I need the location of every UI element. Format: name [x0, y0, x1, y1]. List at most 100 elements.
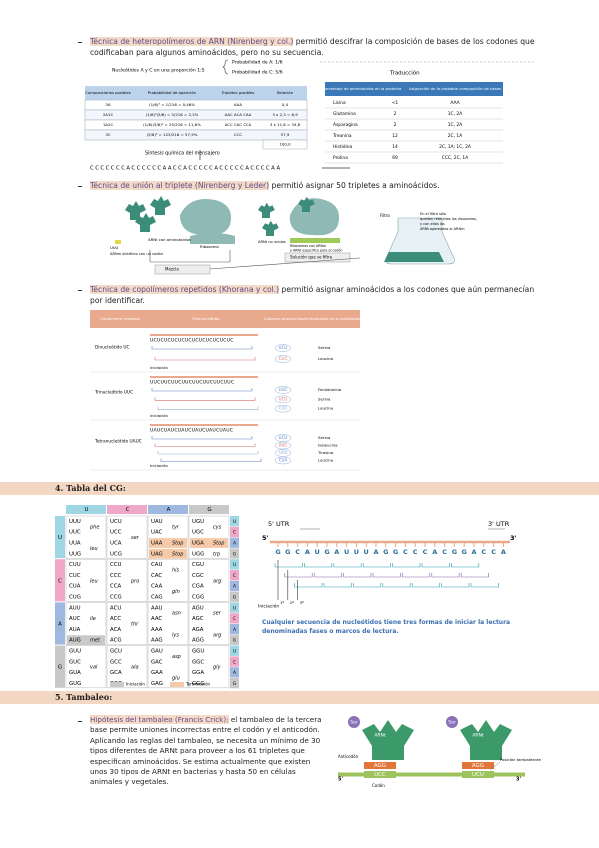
- codon: GCC: [110, 659, 122, 665]
- codon: CAA: [151, 584, 163, 590]
- codon: CGA: [192, 584, 204, 590]
- codon: CUG: [69, 595, 81, 601]
- base: C: [58, 578, 62, 584]
- table-cell: 1A2C: [103, 122, 114, 127]
- codon-cell: [65, 558, 107, 602]
- table-cell: 12: [392, 133, 398, 139]
- codon: UAG: [151, 551, 163, 557]
- strand: UUCUUCUUCUUCUUCUUCUUCUUC: [150, 380, 234, 386]
- table-header: [85, 86, 307, 100]
- base: A: [58, 622, 62, 628]
- frame-bracket: [441, 583, 470, 588]
- base: A: [471, 548, 476, 556]
- legend-swatch: [170, 682, 184, 687]
- side-cell: [230, 570, 239, 581]
- side-cell: [230, 580, 239, 592]
- amino-acid: his: [172, 568, 180, 574]
- frame-bracket: [451, 563, 480, 568]
- label: Probabilidad de A: 1/6: [232, 60, 283, 66]
- frame-number: 2º: [290, 600, 294, 605]
- start-label: Iniciación: [150, 463, 169, 468]
- label: ARNt: [374, 733, 386, 739]
- side-cell: [230, 634, 239, 646]
- amino-acid: pro: [130, 578, 139, 584]
- side-cell: [230, 559, 239, 570]
- codon-box: [462, 771, 494, 778]
- table-cell: (1/6)²(5/6) = 5/216 = 2,3%: [146, 112, 199, 117]
- codon-cell: [147, 602, 189, 645]
- anticodon: AGG: [374, 763, 386, 769]
- reading-bracket: [154, 397, 256, 401]
- bullet: [78, 290, 82, 291]
- ribosome-icon: [190, 233, 235, 244]
- frame-bracket: [284, 573, 313, 578]
- legend-label: Terminación: [185, 682, 211, 687]
- codon-highlight: [149, 548, 187, 559]
- base: U: [354, 548, 359, 556]
- table-header-text: Composiciones posibles: [85, 90, 130, 95]
- heading: 5. Tambaleo:: [55, 692, 113, 702]
- frame-bracket: [470, 583, 499, 588]
- base: G: [233, 638, 237, 644]
- amino-acid: ile: [90, 616, 96, 622]
- amino-acid: Leucina: [318, 406, 334, 411]
- base: C: [481, 548, 486, 556]
- base: G: [462, 548, 467, 556]
- reading-bracket: [160, 458, 262, 462]
- codon: GUC: [69, 659, 81, 665]
- codon: UAA: [151, 541, 163, 547]
- amino-acid: Stop: [213, 541, 224, 547]
- side-cell: [230, 526, 239, 538]
- table-row: [84, 99, 308, 111]
- amino-acid: Serina: [318, 435, 331, 440]
- table-header-text: Aminoácidos en el polipéptido: [303, 316, 362, 321]
- codon: AGA: [192, 627, 204, 633]
- codon-cell: [147, 645, 189, 689]
- codon-cell: [188, 515, 230, 559]
- table-header-text: Copolímero repetido: [100, 316, 140, 321]
- base: G: [383, 548, 388, 556]
- reading-bracket: [154, 357, 256, 361]
- side-cell: [230, 624, 239, 635]
- table-header-text: Tripletes posibles: [221, 90, 255, 95]
- table-header-text: Relación: [277, 90, 294, 95]
- amino-acid: trp: [213, 551, 220, 557]
- amino-acid: lys: [172, 632, 179, 638]
- trna-icon: [258, 202, 275, 218]
- base: U: [84, 507, 88, 513]
- base: C: [233, 616, 236, 622]
- codon: UCC: [110, 530, 122, 536]
- table-cell: 57,9: [281, 132, 290, 137]
- base: G: [207, 507, 211, 513]
- codon: UGG: [192, 551, 204, 557]
- codon: CUU: [279, 406, 288, 411]
- codon-oval: [274, 355, 292, 363]
- table-cell: ACC CAC CCA: [225, 122, 252, 127]
- codon: CUC: [279, 356, 288, 361]
- amino-acid: phe: [89, 524, 99, 530]
- base: G: [233, 595, 237, 601]
- base: C: [403, 548, 408, 556]
- paragraph: Técnica de copolímeros repetidos (Khoran…: [90, 284, 545, 306]
- base: G: [324, 548, 329, 556]
- frame-bracket: [304, 563, 333, 568]
- label: Anticodón: [338, 754, 359, 759]
- table-header-text: Asignación de la probable composición de…: [409, 86, 501, 91]
- codon: UGU: [192, 519, 204, 525]
- frame-bracket: [353, 583, 382, 588]
- base: G: [58, 665, 62, 671]
- side-cell: [230, 516, 239, 527]
- codon-highlight: [149, 538, 187, 548]
- base: U: [315, 548, 320, 556]
- table-header-text: Codones producidos: [264, 316, 303, 321]
- table-cell: (5/6)³ = 125/216 = 57,9%: [147, 132, 198, 137]
- codon: AUC: [279, 443, 288, 448]
- table-cell: (1/6)³ = 1/216 = 0,46%: [149, 102, 195, 107]
- trna-icon: [460, 720, 512, 760]
- mrna: [290, 238, 340, 243]
- side-cell: [55, 645, 65, 688]
- label: 3': [516, 777, 521, 783]
- codon-highlight: [190, 538, 228, 548]
- codon: AUU: [69, 605, 81, 611]
